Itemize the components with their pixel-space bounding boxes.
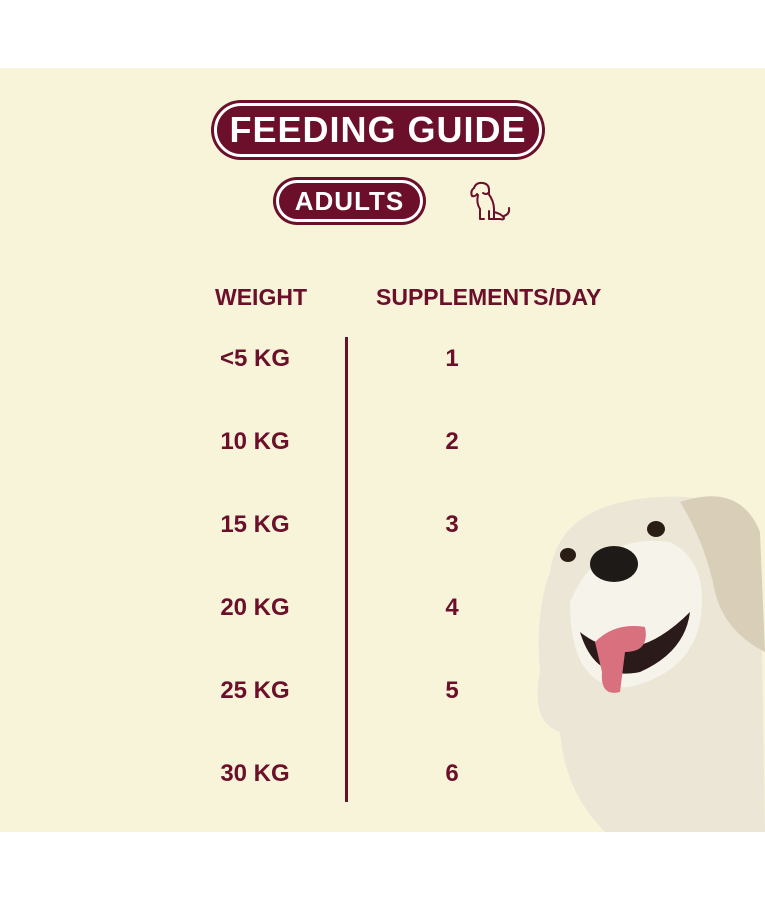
weight-cell: 20 KG: [220, 594, 290, 621]
weight-cell: 10 KG: [220, 428, 290, 455]
supplements-cell: 1: [445, 345, 459, 372]
column-divider: [345, 337, 348, 802]
column-header: WEIGHT: [215, 284, 307, 310]
supplements-cell: 5: [445, 677, 459, 704]
dog-photo: [537, 496, 765, 832]
supplements-cell: 6: [445, 760, 459, 787]
supplements-cell: 4: [445, 594, 459, 621]
title: FEEDING GUIDE: [214, 103, 542, 157]
weight-cell: 15 KG: [220, 511, 290, 538]
weight-cell: <5 KG: [219, 345, 291, 372]
supplements-cell: 2: [445, 428, 459, 455]
weight-cell: 25 KG: [220, 677, 290, 704]
badge: ADULTS: [276, 180, 423, 222]
dog-icon: [470, 181, 511, 221]
supplements-cell: 3: [445, 511, 459, 538]
weight-cell: 30 KG: [220, 760, 290, 787]
column-header: SUPPLEMENTS/DAY: [376, 284, 602, 310]
